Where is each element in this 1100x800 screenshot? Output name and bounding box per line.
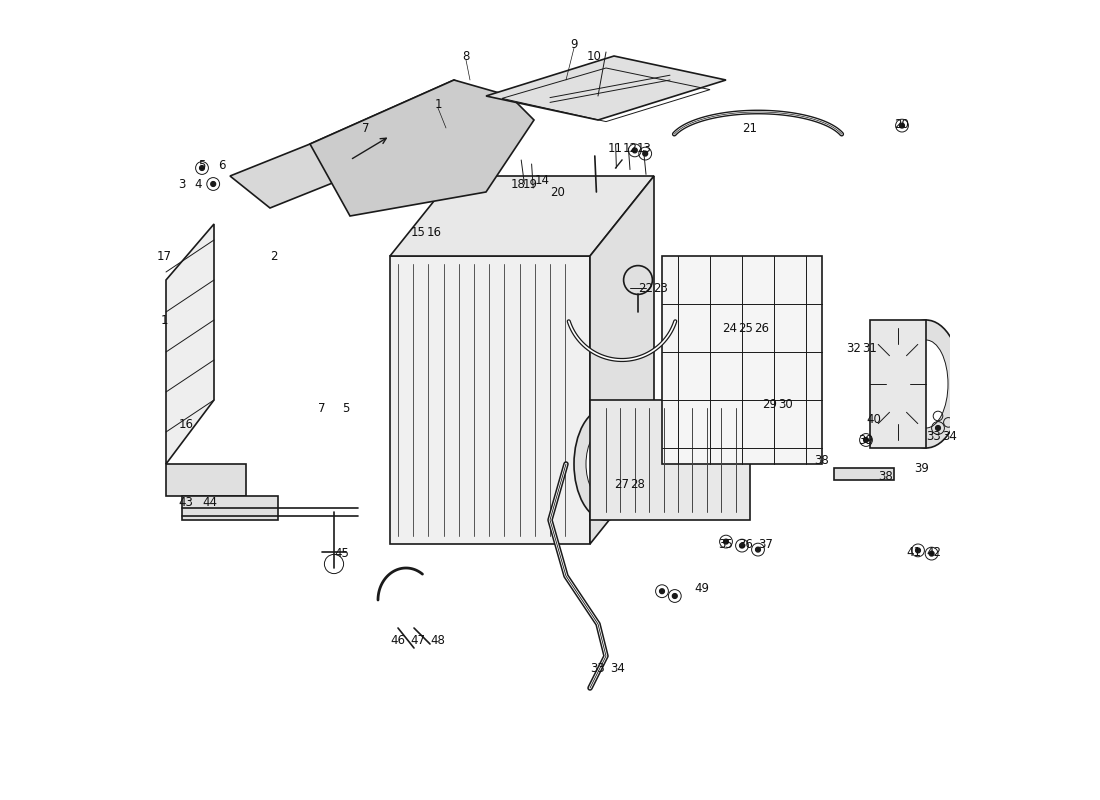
Circle shape bbox=[930, 551, 934, 556]
Text: 46: 46 bbox=[390, 634, 406, 646]
PathPatch shape bbox=[310, 80, 534, 216]
Circle shape bbox=[660, 589, 664, 594]
Text: 30: 30 bbox=[779, 398, 793, 410]
Text: 33: 33 bbox=[591, 662, 605, 674]
PathPatch shape bbox=[390, 256, 590, 544]
Text: 39: 39 bbox=[859, 434, 873, 446]
Text: 34: 34 bbox=[610, 662, 626, 674]
Circle shape bbox=[936, 426, 940, 430]
PathPatch shape bbox=[834, 468, 894, 480]
Text: 1: 1 bbox=[161, 314, 168, 326]
Text: 29: 29 bbox=[762, 398, 778, 410]
Text: 9: 9 bbox=[570, 38, 578, 50]
Circle shape bbox=[632, 148, 637, 153]
Text: 25: 25 bbox=[738, 322, 754, 334]
Circle shape bbox=[724, 539, 728, 544]
Text: 49: 49 bbox=[694, 582, 710, 594]
Text: 48: 48 bbox=[430, 634, 446, 646]
Ellipse shape bbox=[574, 408, 638, 520]
Circle shape bbox=[756, 547, 760, 552]
Text: 5: 5 bbox=[198, 159, 206, 172]
Text: 36: 36 bbox=[738, 538, 754, 550]
PathPatch shape bbox=[230, 80, 486, 208]
PathPatch shape bbox=[590, 400, 750, 520]
Text: 24: 24 bbox=[723, 322, 737, 334]
Text: 40: 40 bbox=[867, 413, 881, 426]
Text: 22: 22 bbox=[638, 282, 653, 294]
Circle shape bbox=[915, 548, 921, 553]
Text: 20: 20 bbox=[551, 186, 565, 198]
Text: 27: 27 bbox=[615, 478, 629, 490]
Text: 16: 16 bbox=[427, 226, 441, 238]
Text: 34: 34 bbox=[943, 430, 957, 442]
Text: 28: 28 bbox=[630, 478, 646, 490]
Text: 3: 3 bbox=[178, 178, 186, 190]
Text: 12: 12 bbox=[623, 142, 638, 154]
Text: 2: 2 bbox=[271, 250, 277, 262]
Circle shape bbox=[672, 594, 678, 598]
Circle shape bbox=[642, 151, 648, 156]
PathPatch shape bbox=[166, 464, 246, 496]
Text: 4: 4 bbox=[195, 178, 201, 190]
Text: 39: 39 bbox=[914, 462, 929, 474]
Circle shape bbox=[900, 123, 904, 128]
Text: 7: 7 bbox=[362, 122, 370, 134]
Text: 45: 45 bbox=[334, 547, 350, 560]
PathPatch shape bbox=[590, 176, 654, 544]
Text: 15: 15 bbox=[410, 226, 426, 238]
Circle shape bbox=[864, 438, 868, 442]
Text: 21: 21 bbox=[742, 122, 758, 134]
Text: 43: 43 bbox=[178, 496, 194, 509]
Ellipse shape bbox=[586, 428, 626, 500]
Text: 44: 44 bbox=[202, 496, 218, 509]
PathPatch shape bbox=[662, 256, 822, 464]
Text: 18: 18 bbox=[510, 178, 526, 190]
Text: 33: 33 bbox=[926, 430, 942, 442]
Text: 16: 16 bbox=[178, 418, 194, 430]
PathPatch shape bbox=[870, 320, 926, 448]
Text: 7: 7 bbox=[318, 402, 326, 414]
Text: 41: 41 bbox=[906, 546, 922, 558]
Text: 31: 31 bbox=[862, 342, 878, 354]
Text: 20: 20 bbox=[894, 118, 910, 130]
Text: 14: 14 bbox=[535, 174, 550, 186]
PathPatch shape bbox=[390, 176, 654, 256]
Text: 17: 17 bbox=[157, 250, 172, 262]
Text: 11: 11 bbox=[608, 142, 623, 154]
Text: 23: 23 bbox=[653, 282, 668, 294]
PathPatch shape bbox=[182, 496, 278, 520]
Text: 42: 42 bbox=[926, 546, 942, 558]
Text: 26: 26 bbox=[755, 322, 770, 334]
Circle shape bbox=[199, 166, 205, 170]
Text: 13: 13 bbox=[637, 142, 652, 154]
Circle shape bbox=[739, 543, 745, 548]
Ellipse shape bbox=[904, 340, 948, 428]
Ellipse shape bbox=[890, 320, 962, 448]
PathPatch shape bbox=[486, 56, 726, 120]
Text: 38: 38 bbox=[815, 454, 829, 466]
Text: 19: 19 bbox=[522, 178, 538, 190]
Text: 10: 10 bbox=[586, 50, 602, 62]
Text: 5: 5 bbox=[342, 402, 350, 414]
Text: 1: 1 bbox=[434, 98, 442, 110]
Text: 32: 32 bbox=[847, 342, 861, 354]
PathPatch shape bbox=[166, 224, 214, 464]
Text: 37: 37 bbox=[759, 538, 773, 550]
Text: 47: 47 bbox=[410, 634, 426, 646]
Circle shape bbox=[211, 182, 216, 186]
Text: 35: 35 bbox=[718, 538, 734, 550]
Text: 38: 38 bbox=[879, 470, 893, 482]
Text: 8: 8 bbox=[462, 50, 470, 62]
Text: 6: 6 bbox=[218, 159, 226, 172]
